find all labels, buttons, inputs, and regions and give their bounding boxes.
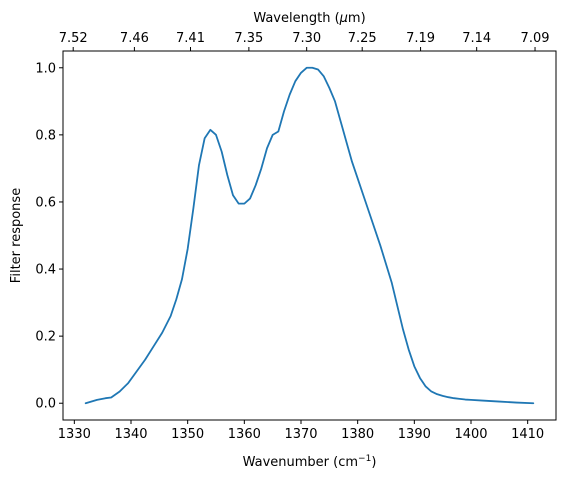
top-tick-label: 7.46 (120, 31, 149, 46)
top-tick-label: 7.09 (521, 31, 550, 46)
y-tick-label: 0.0 (35, 397, 56, 412)
x-tick-label: 1330 (58, 427, 91, 442)
y-axis-label: Filter response (9, 188, 24, 283)
y-tick-label: 0.6 (35, 195, 56, 210)
x-tick-label: 1390 (398, 427, 431, 442)
top-axis-label: Wavelength (μm) (253, 11, 365, 26)
top-tick-label: 7.35 (234, 31, 263, 46)
x-tick-label: 1360 (228, 427, 261, 442)
x-tick-label: 1350 (171, 427, 204, 442)
y-tick-label: 0.4 (35, 263, 56, 278)
plot-frame (62, 50, 557, 421)
y-tick-label: 0.8 (35, 128, 56, 143)
x-tick-label: 1380 (341, 427, 374, 442)
top-tick-label: 7.19 (406, 31, 435, 46)
top-tick-label: 7.25 (348, 31, 377, 46)
top-tick-label: 7.52 (59, 31, 88, 46)
ticks-layer: 1330 1340 1350 1360 1370 1380 1390 1400 1410 0.0 0… (35, 31, 549, 442)
series-line (84, 66, 535, 405)
x-tick-label: 1370 (284, 427, 317, 442)
x-axis-label: Wavenumber (cm−1) (243, 454, 377, 470)
x-tick-label: 1400 (454, 427, 487, 442)
x-tick-label: 1340 (114, 427, 147, 442)
top-tick-label: 7.14 (462, 31, 491, 46)
x-tick-label: 1410 (511, 427, 544, 442)
y-tick-label: 0.2 (35, 330, 56, 345)
top-tick-label: 7.30 (292, 31, 321, 46)
top-tick-label: 7.41 (176, 31, 205, 46)
y-tick-label: 1.0 (35, 61, 56, 76)
